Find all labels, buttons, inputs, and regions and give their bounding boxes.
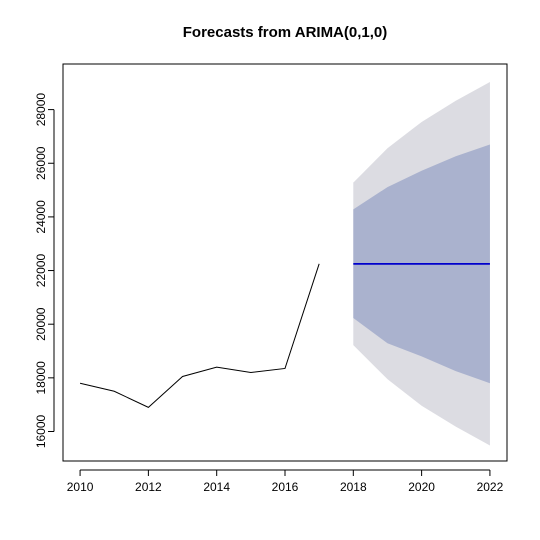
x-tick-label: 2020	[408, 480, 435, 494]
x-tick-label: 2022	[477, 480, 504, 494]
y-tick-label: 18000	[34, 361, 48, 395]
x-tick-label: 2018	[340, 480, 367, 494]
chart-title: Forecasts from ARIMA(0,1,0)	[183, 24, 388, 41]
x-axis: 2010 2012 2014 2016 2018 2020 2022	[67, 469, 504, 494]
y-tick-label: 24000	[34, 200, 48, 234]
y-tick-label: 28000	[34, 93, 48, 127]
plot-frame	[62, 63, 508, 462]
x-tick-label: 2012	[135, 480, 162, 494]
x-tick-label: 2014	[203, 480, 230, 494]
y-tick-label: 26000	[34, 146, 48, 180]
y-tick-label: 16000	[34, 414, 48, 448]
x-tick-label: 2016	[272, 480, 299, 494]
y-axis: 16000 18000 20000 22000 24000 26000 28000	[34, 93, 55, 448]
observed-line	[79, 263, 320, 408]
y-tick-label: 22000	[34, 254, 48, 288]
series-lines	[79, 262, 490, 408]
x-tick-label: 2010	[67, 480, 94, 494]
y-tick-label: 20000	[34, 307, 48, 341]
